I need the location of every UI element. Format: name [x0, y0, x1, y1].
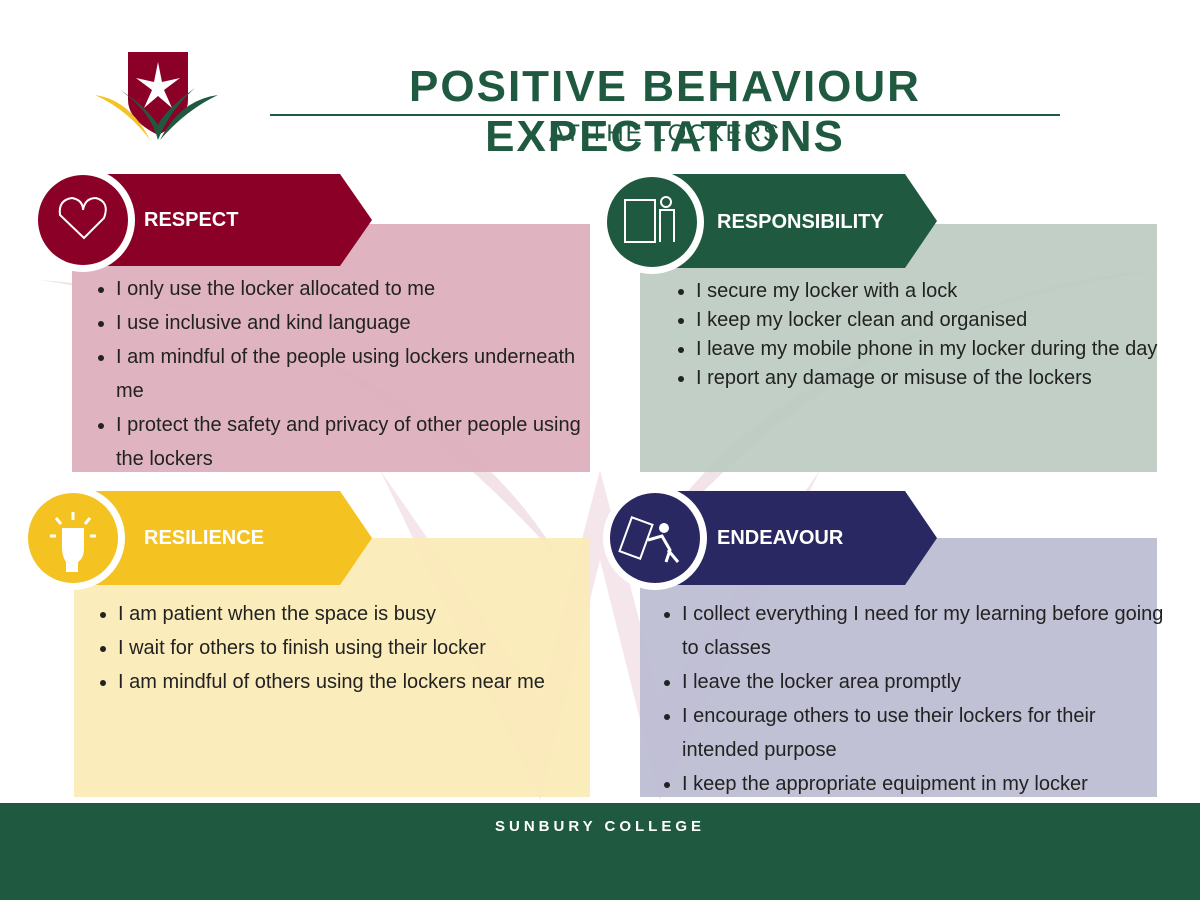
icon-circle: [607, 177, 697, 267]
icon-rays: [50, 512, 96, 538]
logo-star: [136, 62, 180, 108]
list-item: I leave the locker area promptly: [682, 665, 1172, 699]
item-list: I collect everything I need for my learn…: [660, 597, 1172, 801]
item-list: I only use the locker allocated to meI u…: [94, 272, 596, 476]
icon-handshake: [58, 196, 107, 240]
section-title: RESPONSIBILITY: [717, 211, 884, 233]
icon-fist: [62, 528, 84, 572]
list-item: I keep the appropriate equipment in my l…: [682, 767, 1172, 801]
list-item: I collect everything I need for my learn…: [682, 597, 1172, 665]
list-item: I encourage others to use their lockers …: [682, 699, 1172, 767]
section-banner: [660, 174, 937, 268]
icon-person: [647, 534, 680, 563]
icon-person: [659, 209, 675, 242]
section-banner: [90, 174, 372, 266]
list-item: I secure my locker with a lock: [696, 277, 1166, 306]
icon-circle: [38, 175, 128, 265]
section-title: ENDEAVOUR: [717, 527, 844, 549]
page-title: POSITIVE BEHAVIOUR EXPECTATIONS: [409, 62, 921, 161]
icon-box: [618, 516, 654, 560]
page-subtitle: AT THE LOCKERS: [548, 120, 782, 147]
list-item: I am mindful of the people using lockers…: [116, 340, 596, 408]
item-list: I am patient when the space is busyI wai…: [96, 597, 598, 699]
section-banner: [660, 491, 937, 585]
list-item: I keep my locker clean and organised: [696, 306, 1166, 335]
footer-text: SUNBURY COLLEGE: [494, 818, 705, 835]
list-item: I use inclusive and kind language: [116, 306, 596, 340]
section-title: RESPECT: [144, 209, 239, 231]
list-item: I protect the safety and privacy of othe…: [116, 408, 596, 476]
list-item: I wait for others to finish using their …: [118, 631, 598, 665]
footer-band: [0, 803, 1200, 900]
list-item: I leave my mobile phone in my locker dur…: [696, 335, 1166, 364]
list-item: I only use the locker allocated to me: [116, 272, 596, 306]
logo-swoosh: [120, 88, 195, 140]
icon-checklist: [624, 199, 656, 243]
item-list: I secure my locker with a lockI keep my …: [674, 277, 1166, 393]
icon-person: [660, 196, 672, 208]
section-banner: [90, 491, 372, 585]
icon-person: [659, 523, 669, 533]
list-item: I am mindful of others using the lockers…: [118, 665, 598, 699]
section-title: RESILIENCE: [144, 527, 265, 549]
list-item: I report any damage or misuse of the loc…: [696, 364, 1166, 393]
list-item: I am patient when the space is busy: [118, 597, 598, 631]
